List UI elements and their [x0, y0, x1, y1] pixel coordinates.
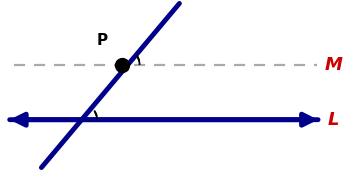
Text: M: M: [324, 56, 342, 74]
Text: P: P: [96, 33, 107, 48]
Text: L: L: [328, 111, 339, 129]
